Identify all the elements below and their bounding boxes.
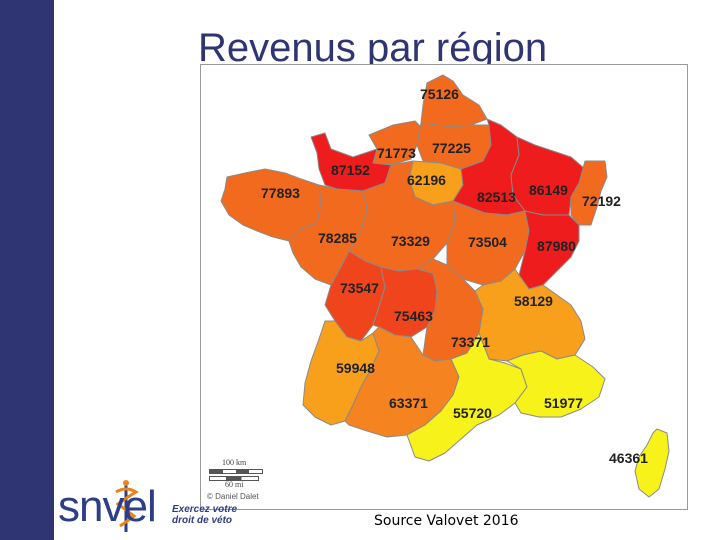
label-centre: 73329 [391,233,430,249]
tagline-line-1: Exercez votre [172,504,238,515]
label-corse: 46361 [609,450,648,466]
label-poitou: 73547 [340,280,379,296]
label-champagne: 82513 [477,189,516,205]
label-paca: 51977 [544,395,583,411]
label-pays-de-la-loire: 78285 [318,230,357,246]
scale-mi-label: 60 mi [225,480,244,489]
label-alsace: 72192 [582,193,621,209]
label-picardie: 77225 [432,140,471,156]
logo-wordmark: snvel [58,482,157,531]
scale-bar-mi [209,476,259,481]
label-basse-normandie: 87152 [331,162,370,178]
region-nord [420,74,488,128]
logo-tagline: Exercez votre droit de véto [172,504,252,526]
label-franche-comte: 87980 [537,238,576,254]
tagline-line-2: droit de véto [172,515,233,526]
source-note: Source Valovet 2016 [374,513,519,529]
label-languedoc: 55720 [453,405,492,421]
region-franche-comte [518,210,580,290]
label-bourgogne: 73504 [468,234,507,250]
slide-title: Revenus par région [198,26,548,70]
label-midi-pyrenees: 63371 [389,395,428,411]
region-corse [634,428,670,498]
scale-bar-km [209,469,263,474]
region-paca [506,350,606,418]
label-limousin: 75463 [394,308,433,324]
region-languedoc [406,332,528,462]
label-lorraine: 86149 [529,182,568,198]
snvel-logo: snvel Exercez votre droit de véto [56,476,256,538]
label-haute-normandie: 71773 [377,145,416,161]
side-accent-bar [0,0,54,540]
map-credit: © Daniel Dalet [207,492,259,501]
region-alsace [570,160,608,226]
label-ile-de-france: 62196 [407,172,446,188]
map-scale: 100 km 60 mi [207,454,263,496]
label-nord: 75126 [420,86,459,102]
label-auvergne: 73371 [451,334,490,350]
label-aquitaine: 59948 [336,360,375,376]
caduceus-icon [115,480,139,532]
label-rhone-alpes: 58129 [514,293,553,309]
label-bretagne: 77893 [261,185,300,201]
region-lorraine [510,136,586,216]
scale-km-label: 100 km [222,458,247,467]
france-region-map: 75126 71773 77225 87152 62196 77893 8251… [200,64,688,510]
